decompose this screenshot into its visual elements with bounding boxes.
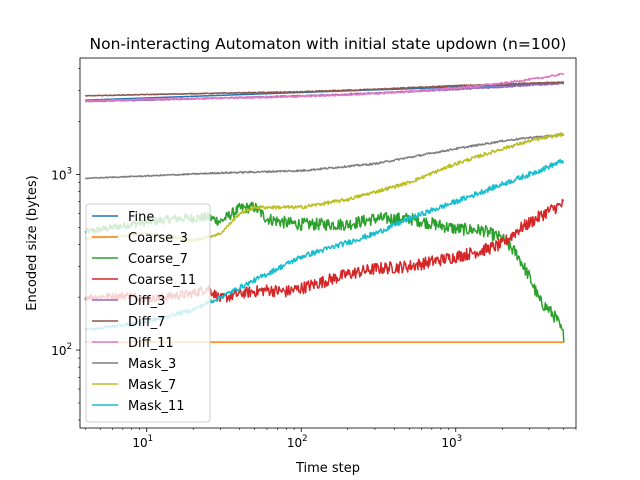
legend-label-diff-3: Diff_3 <box>128 294 165 309</box>
series-line-mask-3 <box>84 133 565 180</box>
y-axis-label: Encoded size (bytes) <box>25 175 40 310</box>
series-lines <box>84 72 565 343</box>
legend-label-fine: Fine <box>128 210 154 225</box>
legend-label-mask-3: Mask_3 <box>128 357 176 372</box>
legend-label-diff-11: Diff_11 <box>128 336 174 351</box>
legend-label-coarse-3: Coarse_3 <box>128 231 188 246</box>
legend-label-coarse-11: Coarse_11 <box>128 273 196 288</box>
legend-label-mask-11: Mask_11 <box>128 399 185 414</box>
y-tick-label: 103 <box>51 166 72 182</box>
plot-frame <box>79 57 577 429</box>
x-tick-label: 101 <box>132 434 153 450</box>
axes: 101 102 103 102 103 <box>51 68 577 450</box>
legend-label-diff-7: Diff_7 <box>128 315 165 330</box>
x-tick-label: 102 <box>287 434 308 450</box>
legend-label-coarse-7: Coarse_7 <box>128 252 188 267</box>
x-axis-label: Time step <box>295 461 360 476</box>
legend-label-mask-7: Mask_7 <box>128 378 176 393</box>
y-tick-label: 102 <box>51 342 72 358</box>
chart-title: Non-interacting Automaton with initial s… <box>90 35 567 53</box>
series-line-diff-11 <box>85 72 565 102</box>
x-tick-label: 103 <box>441 434 462 450</box>
legend: Fine Coarse_3 Coarse_7 Coarse_11 Diff_3 Diff_… <box>85 203 211 423</box>
